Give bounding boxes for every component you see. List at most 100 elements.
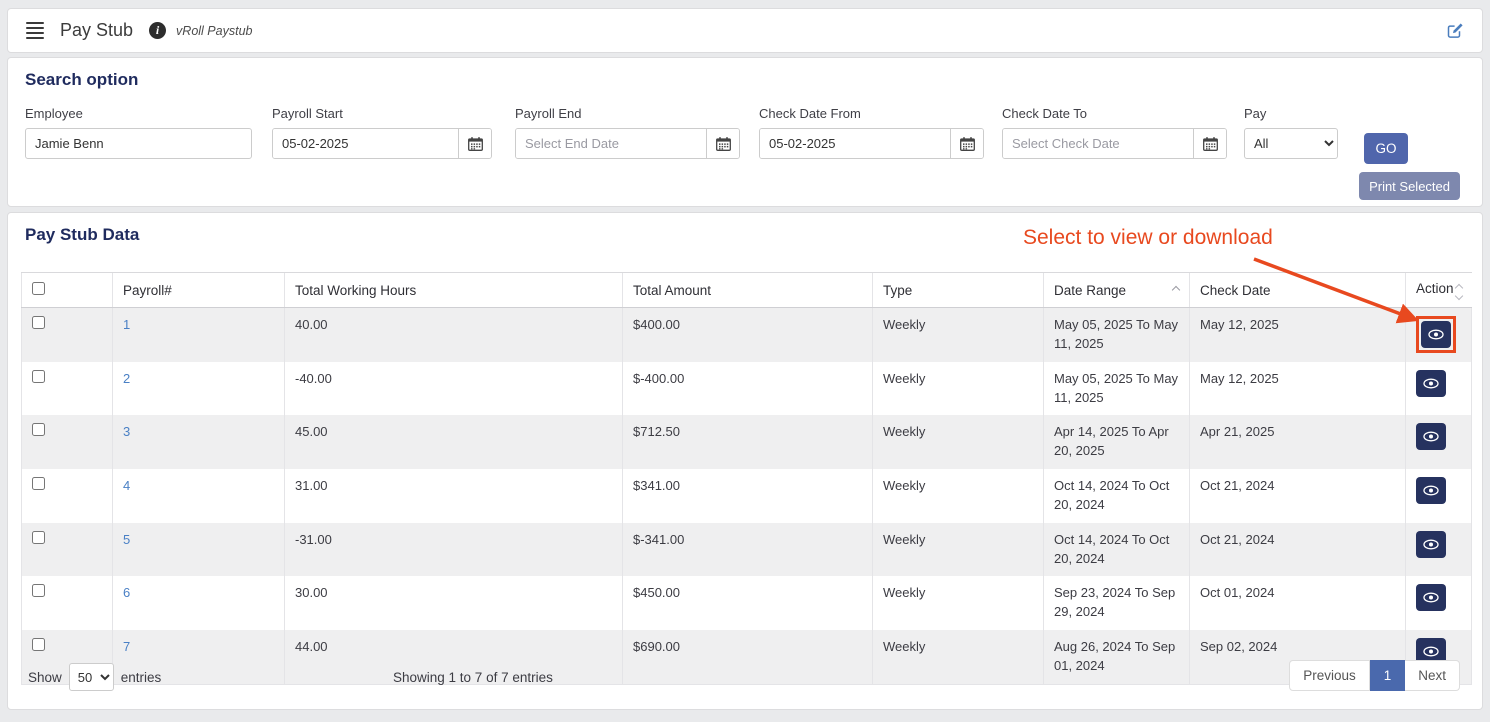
- employee-input[interactable]: [25, 128, 252, 159]
- table-row: 1 40.00 $400.00 Weekly May 05, 2025 To M…: [21, 307, 1472, 362]
- payroll-link[interactable]: 2: [123, 370, 131, 386]
- amount-cell: $712.50: [622, 415, 873, 470]
- row-checkbox[interactable]: [32, 369, 45, 383]
- table-row: 4 31.00 $341.00 Weekly Oct 14, 2024 To O…: [21, 469, 1472, 523]
- table-row: 7 44.00 $690.00 Weekly Aug 26, 2024 To S…: [21, 630, 1472, 685]
- type-cell: Weekly: [872, 469, 1044, 523]
- col-header-payroll[interactable]: Payroll#: [112, 272, 285, 308]
- paystub-table: Payroll# Total Working Hours Total Amoun…: [21, 272, 1472, 685]
- payroll-start-input[interactable]: [273, 129, 458, 158]
- annotation-select-to-view: Select to view or download: [1023, 226, 1273, 249]
- page-size-select[interactable]: 50: [68, 663, 114, 691]
- check-date-from-label: Check Date From: [759, 106, 861, 121]
- view-eye-button[interactable]: [1416, 369, 1446, 397]
- payroll-link[interactable]: 5: [123, 531, 131, 547]
- row-checkbox[interactable]: [32, 316, 45, 329]
- range-cell: May 05, 2025 To May 11, 2025: [1043, 361, 1190, 416]
- table-header-row: Payroll# Total Working Hours Total Amoun…: [21, 272, 1472, 308]
- calendar-icon[interactable]: [1193, 129, 1226, 158]
- info-icon: i: [149, 22, 167, 39]
- type-cell: Weekly: [872, 415, 1044, 470]
- hours-cell: 45.00: [284, 415, 623, 470]
- calendar-icon[interactable]: [950, 129, 983, 158]
- calendar-icon[interactable]: [706, 129, 739, 158]
- sort-asc-icon: [1171, 285, 1181, 294]
- view-eye-button[interactable]: [1416, 423, 1446, 451]
- table-row: 3 45.00 $712.50 Weekly Apr 14, 2025 To A…: [21, 415, 1472, 470]
- payroll-link[interactable]: 3: [123, 424, 131, 440]
- print-selected-button[interactable]: Print Selected: [1359, 172, 1460, 200]
- check-date-cell: May 12, 2025: [1189, 361, 1406, 416]
- paystub-data-panel: Pay Stub Data Select to view or download…: [7, 212, 1483, 710]
- next-page-button[interactable]: Next: [1405, 660, 1460, 691]
- row-checkbox[interactable]: [32, 530, 45, 544]
- paystub-data-heading: Pay Stub Data: [25, 225, 140, 244]
- amount-cell: $-341.00: [622, 522, 873, 577]
- pay-select[interactable]: All: [1244, 128, 1338, 159]
- hours-cell: 31.00: [284, 469, 623, 523]
- amount-cell: $341.00: [622, 469, 873, 523]
- col-header-date-range[interactable]: Date Range: [1043, 272, 1190, 308]
- row-checkbox[interactable]: [32, 477, 45, 491]
- payroll-link[interactable]: 6: [123, 585, 131, 601]
- col-header-check-date[interactable]: Check Date: [1189, 272, 1406, 308]
- edit-icon[interactable]: [1447, 22, 1464, 39]
- search-form: Employee Payroll Start: [8, 106, 1482, 164]
- range-cell: Sep 23, 2024 To Sep 29, 2024: [1043, 576, 1190, 631]
- range-cell: Oct 14, 2024 To Oct 20, 2024: [1043, 469, 1190, 523]
- pay-label: Pay: [1244, 106, 1267, 121]
- view-eye-button[interactable]: [1416, 530, 1446, 558]
- pagination: Previous 1 Next: [1289, 660, 1460, 691]
- check-date-from-input[interactable]: [760, 129, 950, 158]
- col-header-action[interactable]: Action: [1405, 272, 1472, 308]
- table-row: 5 -31.00 $-341.00 Weekly Oct 14, 2024 To…: [21, 522, 1472, 577]
- check-date-cell: Oct 21, 2024: [1189, 469, 1406, 523]
- hours-cell: 30.00: [284, 576, 623, 631]
- range-cell: Apr 14, 2025 To Apr 20, 2025: [1043, 415, 1190, 470]
- amount-cell: $450.00: [622, 576, 873, 631]
- col-header-amount[interactable]: Total Amount: [622, 272, 873, 308]
- page-1-button[interactable]: 1: [1369, 660, 1406, 691]
- check-date-cell: Oct 21, 2024: [1189, 522, 1406, 577]
- payroll-end-input[interactable]: [516, 129, 706, 158]
- type-cell: Weekly: [872, 522, 1044, 577]
- type-cell: Weekly: [872, 361, 1044, 416]
- select-all-checkbox[interactable]: [32, 282, 45, 295]
- payroll-start-label: Payroll Start: [272, 106, 343, 121]
- row-checkbox[interactable]: [32, 584, 45, 598]
- payroll-end-label: Payroll End: [515, 106, 582, 121]
- table-row: 6 30.00 $450.00 Weekly Sep 23, 2024 To S…: [21, 576, 1472, 631]
- view-eye-button[interactable]: [1416, 477, 1446, 505]
- range-cell: May 05, 2025 To May 11, 2025: [1043, 307, 1190, 362]
- menu-list-icon[interactable]: [26, 21, 44, 40]
- page-title: Pay Stub: [60, 20, 134, 40]
- amount-cell: $-400.00: [622, 361, 873, 416]
- table-row: 2 -40.00 $-400.00 Weekly May 05, 2025 To…: [21, 361, 1472, 416]
- row-checkbox[interactable]: [32, 423, 45, 437]
- view-eye-button[interactable]: [1421, 321, 1451, 348]
- payroll-link[interactable]: 7: [123, 639, 131, 655]
- app-subtitle: vRoll Paystub: [176, 23, 253, 38]
- col-header-type[interactable]: Type: [872, 272, 1044, 308]
- type-cell: Weekly: [872, 630, 1044, 685]
- go-button[interactable]: GO: [1364, 133, 1408, 164]
- range-cell: Aug 26, 2024 To Sep 01, 2024: [1043, 630, 1190, 685]
- check-date-to-input[interactable]: [1003, 129, 1193, 158]
- col-header-hours[interactable]: Total Working Hours: [284, 272, 623, 308]
- check-date-cell: Apr 21, 2025: [1189, 415, 1406, 470]
- calendar-icon[interactable]: [458, 129, 491, 158]
- range-cell: Oct 14, 2024 To Oct 20, 2024: [1043, 522, 1190, 577]
- view-eye-button[interactable]: [1416, 584, 1446, 612]
- hours-cell: 44.00: [284, 630, 623, 685]
- employee-label: Employee: [25, 106, 83, 121]
- row-checkbox[interactable]: [32, 638, 45, 652]
- payroll-link[interactable]: 1: [123, 317, 131, 332]
- search-heading: Search option: [25, 70, 139, 89]
- entries-label: entries: [120, 669, 162, 685]
- hours-cell: -31.00: [284, 522, 623, 577]
- payroll-link[interactable]: 4: [123, 478, 131, 494]
- search-panel: Search option Employee Payroll Start: [7, 57, 1483, 207]
- check-date-to-label: Check Date To: [1002, 106, 1088, 121]
- sort-icon: [1454, 283, 1463, 301]
- previous-page-button[interactable]: Previous: [1289, 660, 1370, 691]
